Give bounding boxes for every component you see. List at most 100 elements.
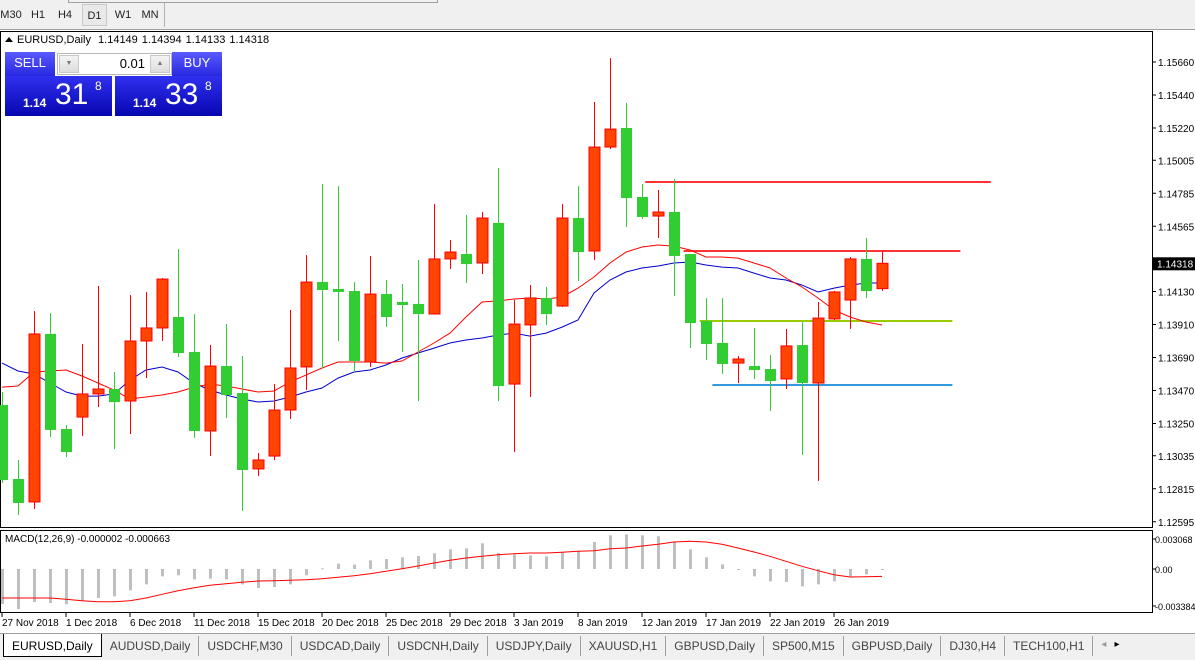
close-value: 1.14318 <box>229 34 270 46</box>
macd-histogram-bar <box>401 557 404 569</box>
timeframe-mn-button[interactable]: MN <box>141 9 159 21</box>
macd-histogram-bar <box>17 569 20 609</box>
candle-body <box>76 393 89 418</box>
buy-price-prefix: 1.14 <box>133 96 157 110</box>
candle-body <box>844 258 857 301</box>
time-tick-label: 25 Dec 2018 <box>386 618 443 629</box>
candle <box>556 204 569 307</box>
sell-price-box[interactable]: 1.14 31 8 <box>5 76 112 116</box>
candle-body <box>541 297 552 314</box>
timeframe-w1-button[interactable]: W1 <box>114 9 132 21</box>
candle <box>652 189 665 238</box>
timeframe-d1-button[interactable]: D1 <box>82 4 107 26</box>
candle-body <box>61 429 72 452</box>
tab-dj30-h4[interactable]: DJ30,H4 <box>941 636 1006 656</box>
macd-histogram-bar <box>785 569 788 582</box>
candle-body <box>300 281 313 368</box>
macd-histogram-bar <box>801 569 804 587</box>
lot-size-stepper[interactable]: ▼ 0.01 ▲ <box>57 53 172 75</box>
candle-body <box>45 333 56 430</box>
lot-decrease-icon[interactable]: ▼ <box>59 55 79 73</box>
tab-tech100-h1[interactable]: TECH100,H1 <box>1005 636 1094 656</box>
low-value: 1.14133 <box>185 34 226 46</box>
candle-body <box>828 291 841 320</box>
candle-body <box>221 366 232 395</box>
chart-window[interactable] <box>0 30 1195 633</box>
tab-scroll-right-icon[interactable]: ▸ <box>1114 639 1120 650</box>
candle <box>28 311 41 509</box>
candle <box>221 324 232 418</box>
candle <box>685 254 696 349</box>
tab-gbpusd-daily-2[interactable]: GBPUSD,Daily <box>844 636 942 656</box>
candle <box>476 212 489 274</box>
candle-body <box>92 388 105 395</box>
candle-body <box>861 258 872 292</box>
candle <box>0 392 8 484</box>
tab-sp500-m15[interactable]: SP500,M15 <box>764 636 844 656</box>
candle-body <box>493 222 504 386</box>
candle <box>765 354 776 412</box>
price-tick-label: 1.13250 <box>1158 420 1195 431</box>
candle-body <box>284 367 297 411</box>
tab-scroll-left-icon[interactable]: ◂ <box>1101 639 1107 650</box>
candle-body <box>637 197 648 217</box>
macd-histogram-bar <box>257 569 260 588</box>
price-tick-label: 1.15660 <box>1158 58 1195 69</box>
tab-xauusd-h1[interactable]: XAUUSD,H1 <box>581 636 667 656</box>
chart-frame <box>0 31 1153 613</box>
buy-button[interactable]: BUY <box>172 52 222 77</box>
price-tick-label: 1.14785 <box>1158 189 1195 200</box>
ma-fast-line <box>1 244 883 400</box>
candle <box>92 285 105 407</box>
tab-usdchf-m30[interactable]: USDCHF,M30 <box>199 636 292 656</box>
tab-usdcnh-daily[interactable]: USDCNH,Daily <box>389 636 488 656</box>
tab-gbpusd-daily[interactable]: GBPUSD,Daily <box>666 636 764 656</box>
macd-histogram-bar <box>561 552 564 569</box>
timeframe-h1-button[interactable]: H1 <box>30 9 46 21</box>
tab-eurusd-daily[interactable]: EURUSD,Daily <box>3 634 102 657</box>
candle-body <box>717 342 728 364</box>
macd-histogram-bar <box>353 564 356 569</box>
sell-button[interactable]: SELL <box>5 52 55 77</box>
tab-usdjpy-daily[interactable]: USDJPY,Daily <box>488 636 581 656</box>
candle <box>189 314 200 439</box>
lot-increase-icon[interactable]: ▲ <box>150 55 170 73</box>
buy-price-pips: 33 <box>165 78 199 111</box>
candle-body <box>317 282 328 290</box>
macd-histogram-bar <box>225 569 228 580</box>
timeframe-h4-button[interactable]: H4 <box>57 9 73 21</box>
candle <box>124 294 137 434</box>
macd-histogram-bar <box>449 549 452 569</box>
macd-histogram-bar <box>737 569 740 570</box>
time-tick-label: 20 Dec 2018 <box>322 618 379 629</box>
macd-histogram-bar <box>129 569 132 591</box>
lot-size-input[interactable]: 0.01 <box>119 56 145 71</box>
macd-histogram-bar <box>657 536 660 569</box>
toolbar-separator <box>164 3 165 27</box>
macd-histogram-bar <box>849 569 852 577</box>
price-tick-label: 1.13470 <box>1158 387 1195 398</box>
macd-histogram-bar <box>705 557 708 569</box>
candle <box>780 329 793 389</box>
candle <box>444 240 457 269</box>
macd-signal-line <box>2 540 883 603</box>
candle-body <box>364 293 377 363</box>
candle-body <box>765 369 776 382</box>
tab-audusd-daily[interactable]: AUDUSD,Daily <box>102 636 200 656</box>
timeframe-m30-button[interactable]: M30 <box>0 9 22 21</box>
candle <box>268 384 281 460</box>
macd-histogram-bar <box>865 569 868 575</box>
candle <box>140 291 153 379</box>
macd-histogram-bar <box>305 569 308 576</box>
sell-price-fraction: 8 <box>95 79 102 93</box>
tab-usdcad-daily[interactable]: USDCAD,Daily <box>292 636 390 656</box>
sell-price-pips: 31 <box>55 78 89 111</box>
candle-body <box>173 317 184 353</box>
triangle-up-icon[interactable] <box>5 37 13 42</box>
candle-body <box>333 288 344 292</box>
buy-price-fraction: 8 <box>205 79 212 93</box>
buy-price-box[interactable]: 1.14 33 8 <box>115 76 222 116</box>
candle <box>876 251 889 292</box>
candle <box>812 302 825 481</box>
